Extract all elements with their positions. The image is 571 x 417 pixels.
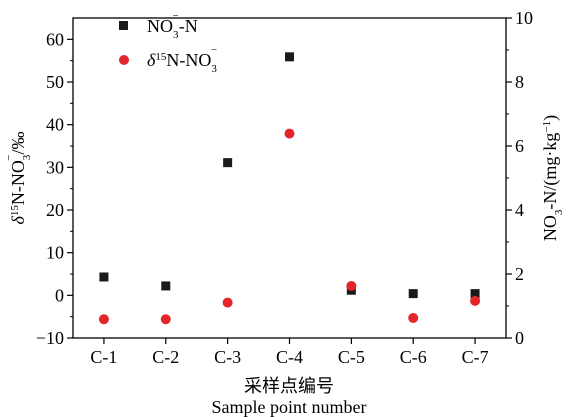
d15n-point [222,297,233,308]
x-tick-label: C-2 [152,347,179,367]
right-axis-title: NO3-N/(mg·kg−1) [540,115,565,241]
right-tick-label: 2 [515,264,524,284]
right-tick-label: 10 [515,8,533,28]
no3-n-point [99,272,109,282]
series-layer [98,52,481,325]
x-tick-label: C-6 [400,347,427,367]
x-tick-label: C-4 [276,347,303,367]
d15n-point [284,128,295,139]
d15n-point [346,280,357,291]
plot-frame [72,17,507,339]
plot-border [72,17,507,339]
x-axis-title-en: Sample point number [212,397,367,417]
no3-n-point [161,281,171,291]
x-tick-label: C-3 [214,347,241,367]
no3-n-point [470,289,480,299]
left-tick-label: −10 [36,328,64,348]
right-tick-label: 6 [515,136,524,156]
legend-marker-no3-n [119,21,128,30]
left-tick-label: 10 [46,243,64,263]
right-tick-label: 4 [515,200,524,220]
d15n-point [160,314,171,325]
d15n-point [470,295,481,306]
legend-marker-d15n [119,55,129,65]
left-y-axis: −10 0 10 20 30 40 50 60 [36,29,73,348]
no3-n-point [408,289,418,299]
d15n-point [98,314,109,325]
right-tick-label: 0 [515,328,524,348]
left-tick-label: 50 [46,72,64,92]
series-d15n-no3 [98,128,481,325]
x-tick-label: C-5 [338,347,365,367]
legend-label-d15n: δ15N-NO3− [147,44,217,75]
left-tick-label: 60 [46,29,64,49]
x-tick-label: C-7 [462,347,489,367]
right-y-axis: 0 2 4 6 8 10 [506,8,533,348]
left-tick-label: 0 [55,285,64,305]
left-tick-label: 20 [46,200,64,220]
no3-n-point [223,158,233,168]
left-tick-label: 40 [46,115,64,135]
left-tick-label: 30 [46,157,64,177]
d15n-point [408,312,419,323]
right-tick-label: 8 [515,72,524,92]
series-no3-n [99,52,480,299]
left-axis-title: δ15N-NO3−/‰ [3,131,33,224]
legend-label-no3-n: NO3−-N [147,10,198,41]
x-axis: C-1 C-2 C-3 C-4 C-5 C-6 C-7 [90,338,489,367]
x-tick-label: C-1 [90,347,117,367]
no3-n-point [285,52,294,62]
x-axis-title-cn: 采样点编号 [244,376,334,396]
